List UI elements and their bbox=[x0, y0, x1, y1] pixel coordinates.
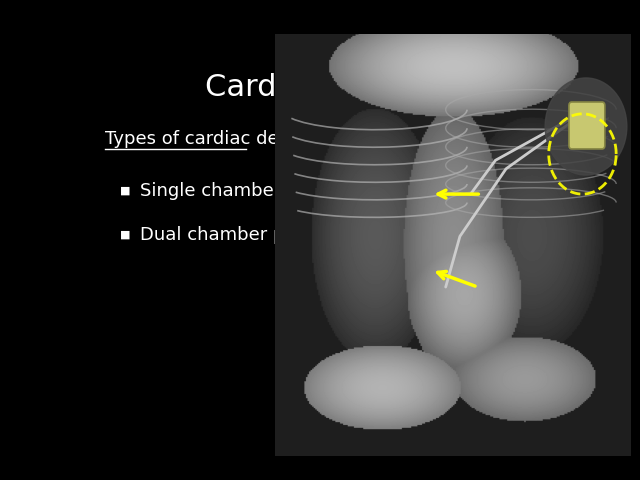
Text: Cardiac Devices: Cardiac Devices bbox=[205, 72, 451, 102]
Text: Generator
("Can"): Generator ("Can") bbox=[495, 93, 552, 115]
Text: Dual chamber pacemaker: Dual chamber pacemaker bbox=[140, 226, 373, 244]
Text: ■: ■ bbox=[120, 186, 130, 196]
Text: Single chamber pacemaker: Single chamber pacemaker bbox=[140, 181, 387, 200]
Text: RV Lead: RV Lead bbox=[456, 312, 503, 324]
Circle shape bbox=[545, 78, 627, 175]
Text: Types of cardiac devices:: Types of cardiac devices: bbox=[105, 130, 331, 148]
Text: Battery: Battery bbox=[532, 216, 576, 228]
Text: ■: ■ bbox=[120, 230, 130, 240]
Text: RA Lead: RA Lead bbox=[426, 260, 474, 273]
FancyBboxPatch shape bbox=[569, 102, 605, 149]
